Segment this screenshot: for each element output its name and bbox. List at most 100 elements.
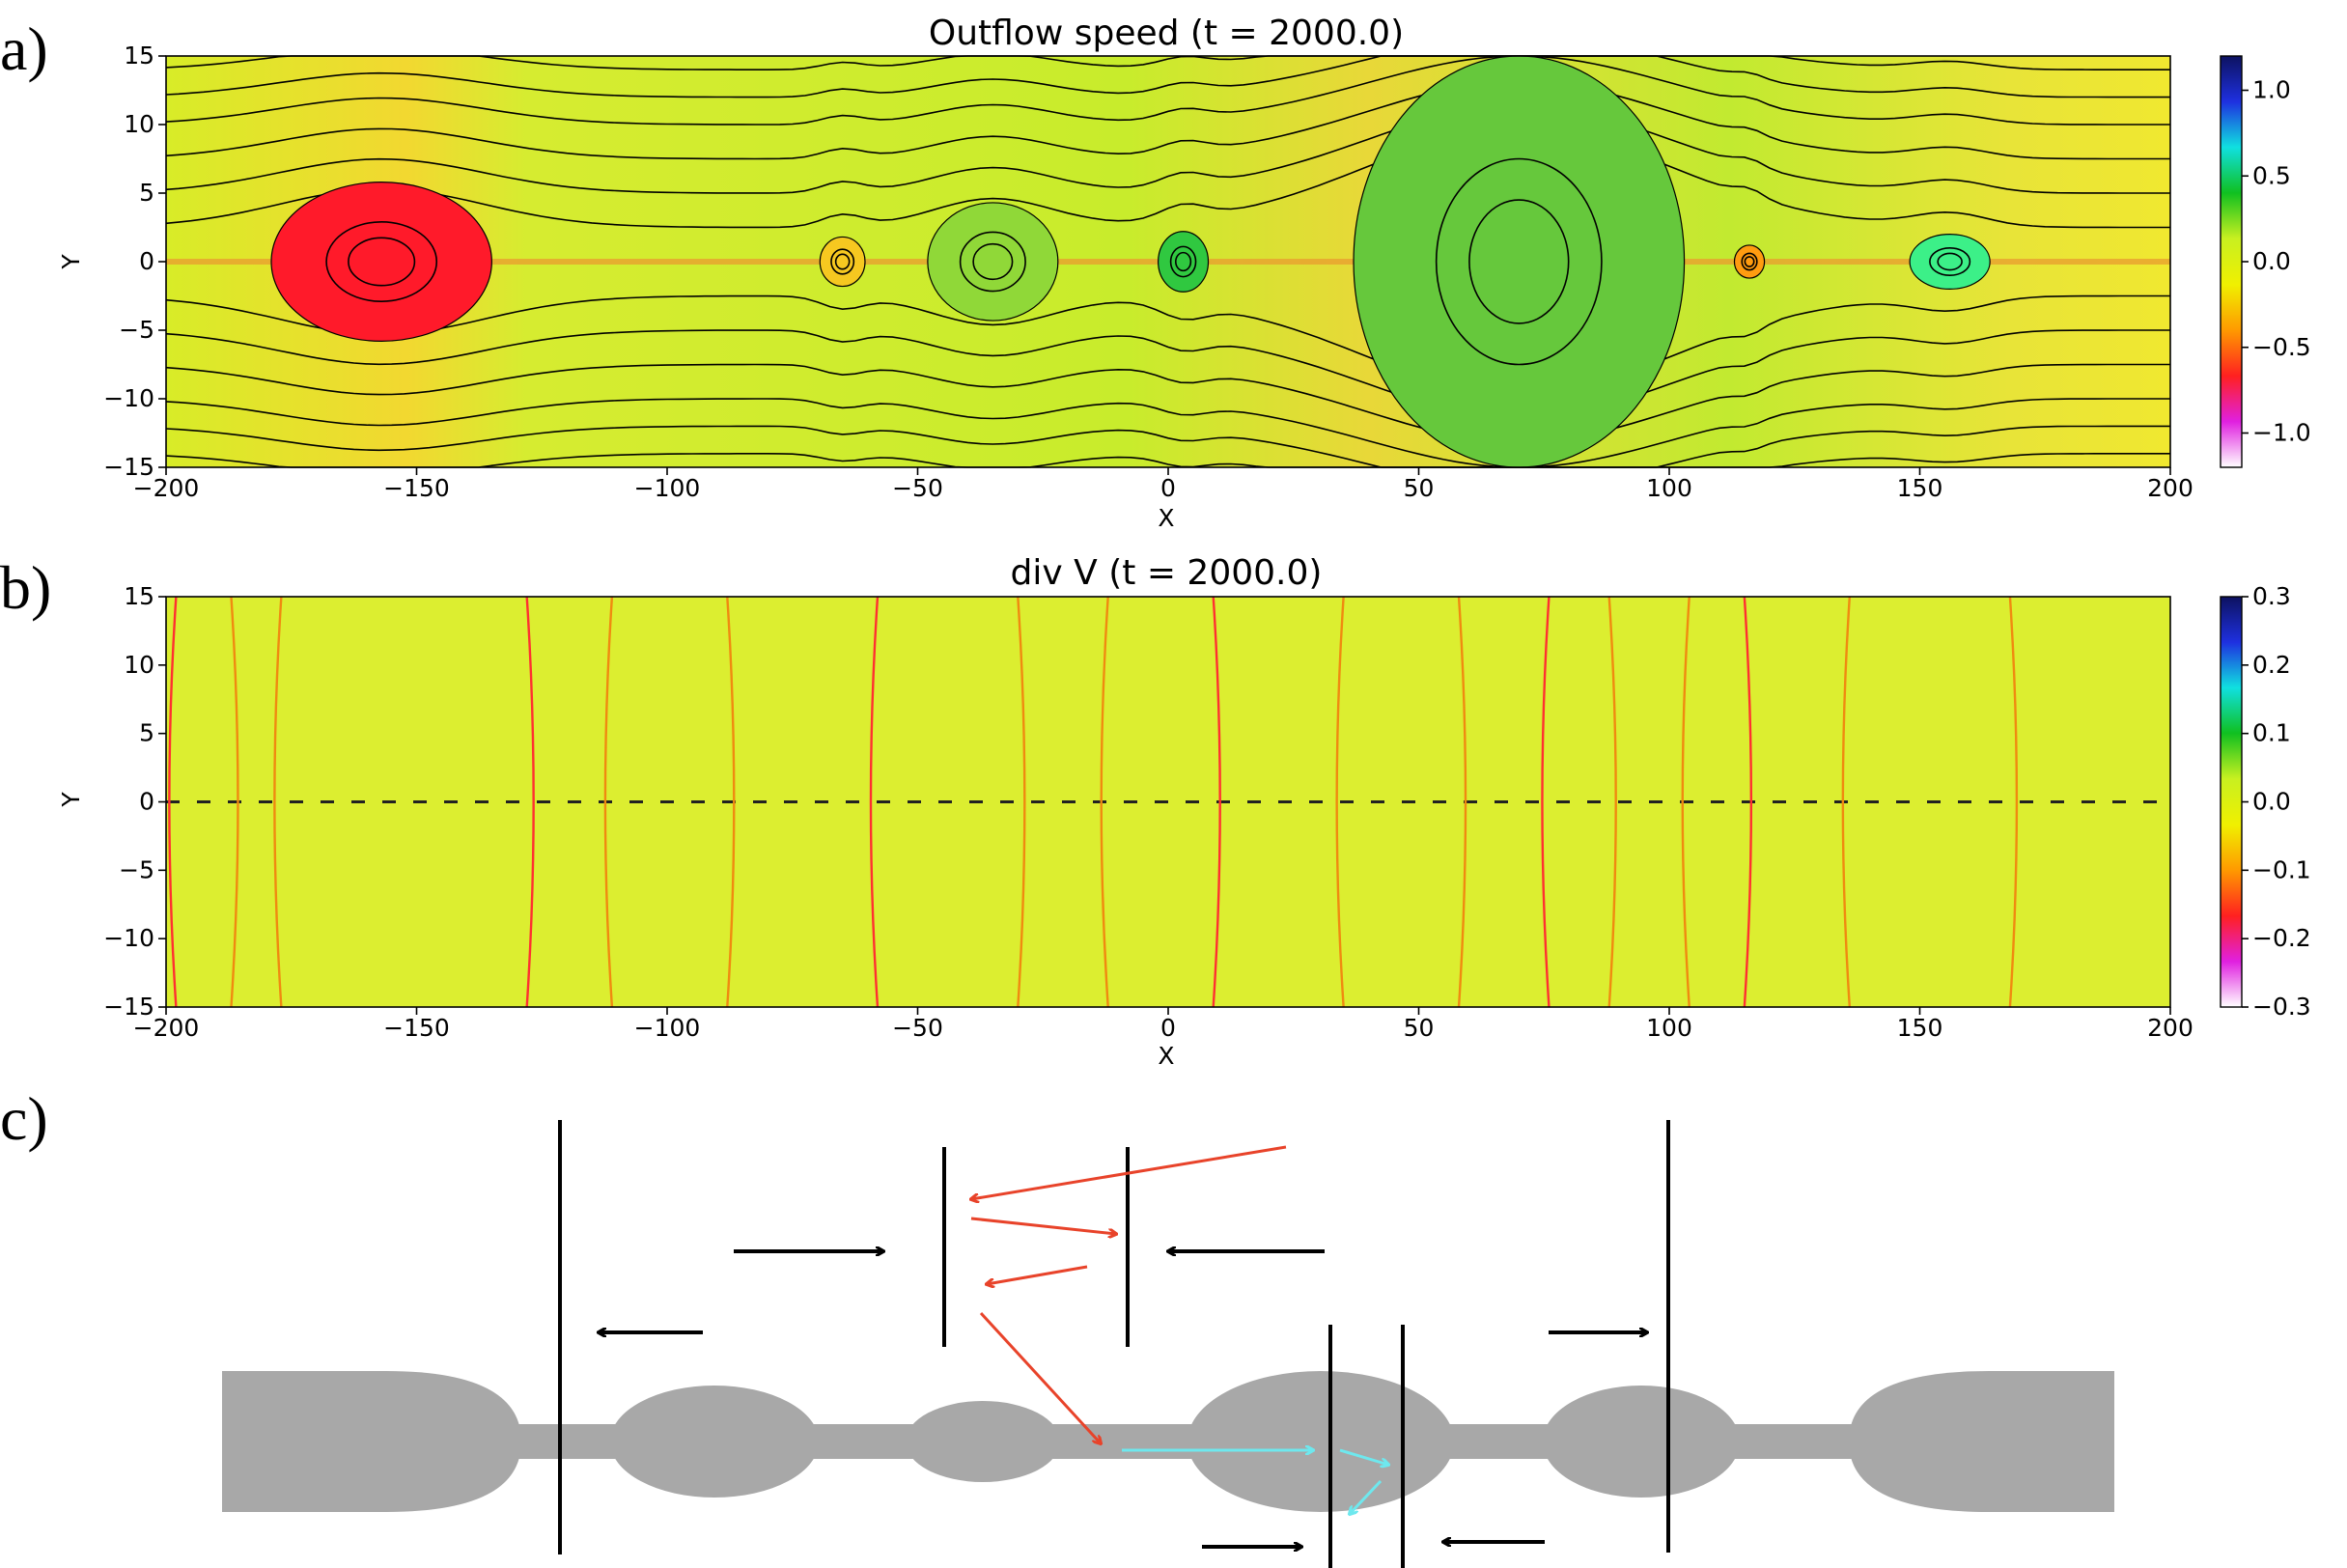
magnetic-field-line [165,55,2170,126]
y-tick-label: 5 [139,179,154,207]
y-tick-label: 15 [124,42,154,70]
colorbar-tick-label: 0.0 [2252,247,2291,275]
y-tick-label: 15 [124,582,154,610]
y-tick-label: 0 [139,788,154,816]
plasmoid-flux-contour [959,231,1026,293]
colorbar-tick-label: −0.1 [2252,855,2311,883]
current-sheet-plasmoid-chain [222,1371,2114,1512]
y-tick-label: −10 [103,924,154,952]
shock-front [525,596,535,1008]
reflected-arrow [970,1217,1116,1234]
shock-front [273,596,283,1008]
plasmoid-flux-contour [325,221,438,302]
x-tick-label: −50 [892,474,943,502]
y-tick-label: 5 [139,719,154,747]
div-v-plot-area [166,596,2170,1008]
x-tick-label: 200 [2147,1014,2193,1042]
plasmoid-left-end [222,1371,521,1512]
shock-front [1743,596,1753,1008]
chart-title-b: div V (t = 2000.0) [1011,553,1323,593]
plasmoid [1909,234,1991,291]
reflected-arrow [987,1265,1088,1284]
x-tick-label: 150 [1897,474,1943,502]
div-v-panel: div V (t = 2000.0) −200 −150 −100 −50 0 50 100… [57,553,2311,1070]
schematic-panel [222,1120,2114,1568]
magnetic-field-line [165,329,2170,420]
x-tick-label: −100 [634,1014,701,1042]
panel-label-b: b) [0,553,51,622]
magnetic-field-line [165,55,2170,70]
colorbar-tick-label: −0.3 [2252,993,2311,1021]
shock-front [869,596,880,1008]
shock-fronts [558,1120,1670,1568]
plasmoid-right-end [1849,1371,2114,1512]
magnetic-field-line [165,363,2170,443]
chart-title-a: Outflow speed (t = 2000.0) [929,14,1404,53]
colorbar-tick-label: 0.5 [2252,161,2291,189]
colorbar-bar [2220,55,2243,468]
shock-front [1335,596,1345,1008]
magnetic-field-line [165,80,2170,160]
plasmoid-flux-contour [1435,157,1603,366]
x-axis-label-b: X [1158,1042,1174,1070]
shock-propagation-arrows [599,1251,1647,1547]
x-tick-label: −200 [133,1014,200,1042]
x-tick-label: 0 [1160,1014,1176,1042]
shock-front [230,596,239,1008]
x-tick-label: 200 [2147,474,2193,502]
plasmoid-flux-contour [830,248,855,275]
plasmoid [1733,244,1766,279]
x-tick-label: 0 [1160,474,1176,502]
plasmoid [1543,1386,1740,1498]
plasmoid [1187,1371,1454,1512]
transmitted-arrow [1339,1448,1388,1465]
shock-front [1017,596,1026,1008]
x-tick-label: −100 [634,474,701,502]
shock-front [1541,596,1551,1008]
x-tick-label: 100 [1646,474,1692,502]
outflow-speed-panel: Outflow speed (t = 2000.0) −200 −150 −100−… [57,14,2311,532]
shock-front [726,596,736,1008]
plasmoid [610,1386,819,1498]
colorbar-tick-label: −0.5 [2252,333,2311,361]
reflected-arrow [971,1145,1287,1199]
plasmoid-flux-contour [1741,252,1758,271]
y-tick-label: 0 [139,247,154,275]
x-tick-label: −150 [383,1014,450,1042]
x-tick-label: 50 [1404,1014,1435,1042]
shock-front [1841,596,1852,1008]
plasmoid-flux-contour [1169,245,1197,278]
x-tick-label: 50 [1404,474,1435,502]
shock-front [1212,596,1221,1008]
colorbar-tick-label: 0.1 [2252,719,2291,747]
plasmoid-flux-contour [834,253,851,270]
colorbar-tick-label: 0.0 [2252,788,2291,816]
shock-front [1457,596,1467,1008]
plasmoid-flux-contour [1744,256,1755,267]
y-axis-label-b: Y [57,792,85,808]
x-tick-label: −150 [383,474,450,502]
magnetic-field-line [165,55,2170,98]
colorbar-tick-label: 0.2 [2252,651,2291,679]
panel-label-c: c) [0,1084,48,1153]
plasmoid-flux-contour [1174,251,1192,272]
y-tick-label: −5 [119,855,154,883]
plasmoid [906,1401,1060,1482]
colorbar-bar [2220,596,2243,1008]
plasmoid-flux-contour [1937,252,1963,271]
plasmoid [1353,55,1686,468]
y-tick-label: −15 [103,993,154,1021]
x-tick-label: −50 [892,1014,943,1042]
shock-front [168,596,178,1008]
shock-front [1681,596,1690,1008]
y-tick-label: 10 [124,110,154,138]
plasmoid [927,202,1059,322]
shock-front [603,596,614,1008]
magnetic-field-line [165,103,2170,194]
plasmoid [1158,231,1210,293]
shock-front [1100,596,1109,1008]
shock-front [1607,596,1617,1008]
magnetic-field-line [165,453,2170,468]
plasmoid-flux-contour [1929,246,1971,276]
colorbar-tick-label: 1.0 [2252,76,2291,104]
